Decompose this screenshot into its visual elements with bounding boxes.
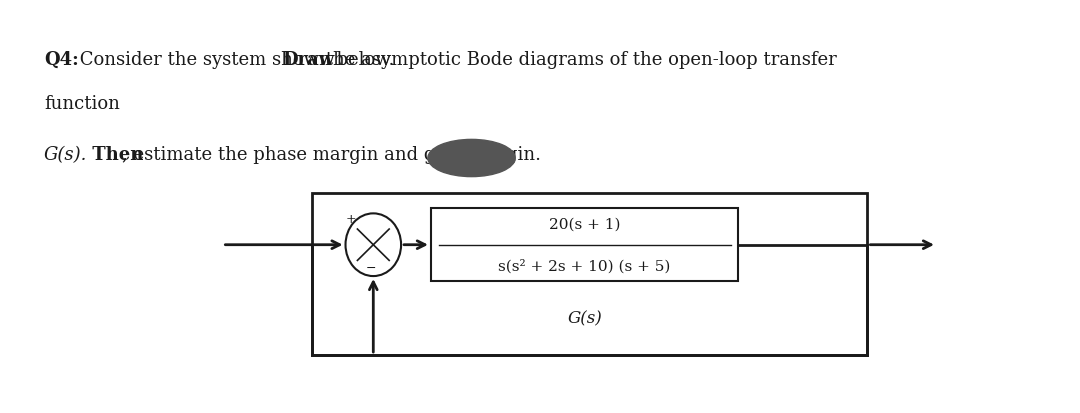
Text: 20(s + 1): 20(s + 1) bbox=[549, 218, 620, 232]
Text: Q4:: Q4: bbox=[44, 51, 79, 69]
Text: , estimate the phase margin and gain margin.: , estimate the phase margin and gain mar… bbox=[122, 146, 541, 164]
Text: +: + bbox=[346, 213, 355, 226]
Ellipse shape bbox=[346, 214, 401, 276]
Text: −: − bbox=[366, 262, 377, 275]
Text: s(s² + 2s + 10) (s + 5): s(s² + 2s + 10) (s + 5) bbox=[499, 259, 671, 273]
Text: Draw: Draw bbox=[282, 51, 334, 69]
Text: Then: Then bbox=[85, 146, 143, 164]
Bar bbox=[312, 193, 867, 355]
Text: Consider the system shown below.: Consider the system shown below. bbox=[73, 51, 400, 69]
Text: G(s): G(s) bbox=[567, 310, 602, 327]
Bar bbox=[431, 208, 739, 281]
Text: function: function bbox=[44, 95, 120, 113]
Text: G(s).: G(s). bbox=[44, 146, 87, 164]
Ellipse shape bbox=[428, 139, 515, 177]
Text: the asymptotic Bode diagrams of the open-loop transfer: the asymptotic Bode diagrams of the open… bbox=[320, 51, 837, 69]
